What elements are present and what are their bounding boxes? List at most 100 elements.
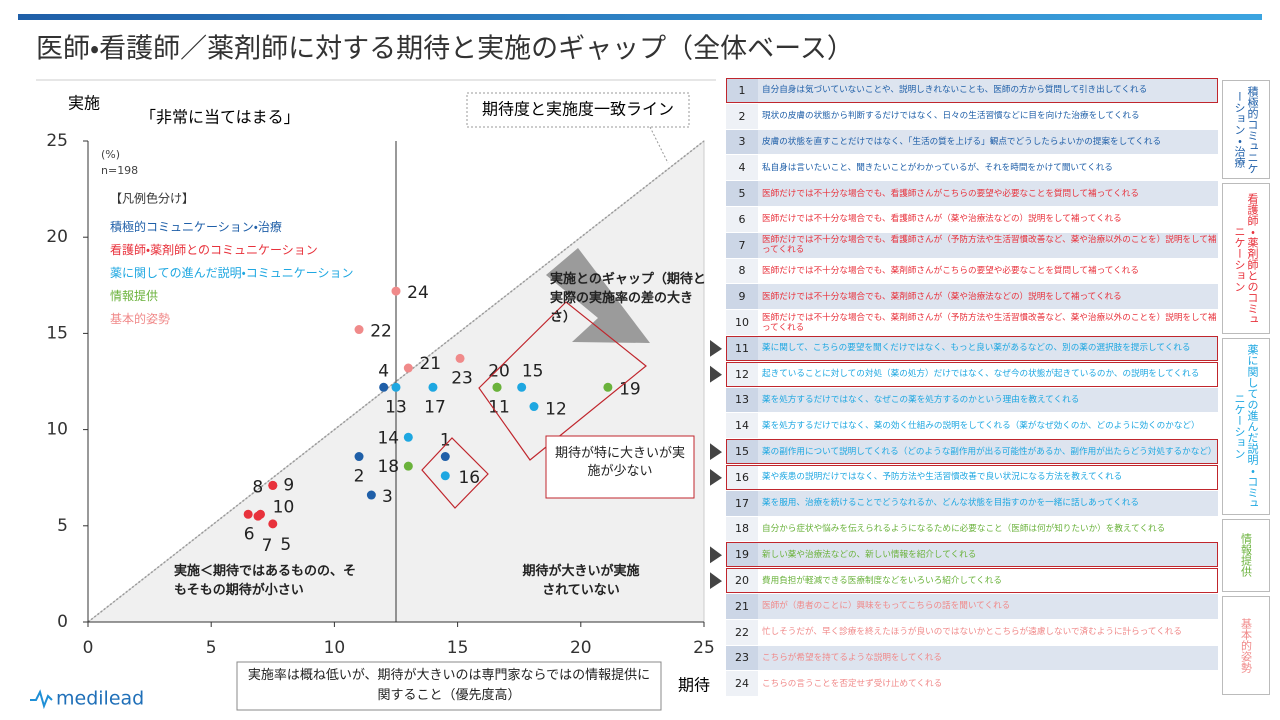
row-text: 医師だけでは不十分な場合でも、看護師さんが（予防方法や生活習慣改善など、薬や治療… (762, 235, 1217, 256)
row-arrow (710, 340, 722, 357)
header-bar (18, 14, 1262, 20)
row-arrow (710, 365, 722, 383)
table-row: 2 現状の皮膚の状態から判断するだけではなく、日々の生活習慣などに目を向けた治療を… (726, 103, 1218, 129)
callout: 期待が特に大きいが実施が少ない (554, 446, 685, 479)
table-row: 23 こちらが希望を持てるような説明をしてくれる (726, 645, 1218, 671)
row-text: 新しい薬や治療法などの、新しい情報を紹介してくれる (762, 549, 977, 560)
highlight-area (421, 437, 489, 509)
table-row: 6 医師だけでは不十分な場合でも、看護師さんが（薬や治療法などの）説明をして補って… (726, 207, 1218, 232)
row-number: 15 (726, 439, 758, 464)
table-row: 1 自分自身は気づいていないことや、説明しきれないことも、医師の方から質問して引き… (726, 78, 1218, 103)
table-row: 14 薬を処方するだけではなく、薬の効く仕組みの説明をしてくれる（薬がなぜ効くのか… (726, 413, 1218, 439)
table-row: 18 自分から症状や悩みを伝えられるようになるために必要なこと（医師は何が知りたい… (726, 516, 1218, 542)
point-label: 3 (382, 487, 393, 507)
legend-item: 看護師・薬剤師とのコミュニケーション (110, 243, 318, 257)
row-text: 自分から症状や悩みを伝えられるようになるために必要なこと（医師は何が知りたいか）… (762, 523, 1166, 534)
table-row: 19 新しい薬や治療法などの、新しい情報を紹介してくれる (726, 542, 1218, 568)
legend-item: 基本的姿勢 (110, 312, 171, 326)
point-label: 21 (419, 354, 441, 374)
x-tick-label: 15 (447, 638, 469, 658)
row-number: 24 (726, 671, 758, 697)
row-text: 現状の皮膚の状態から判断するだけではなく、日々の生活習慣などに目を向けた治療をし… (762, 111, 1140, 122)
sample-size: n=198 (101, 164, 138, 177)
row-text: 薬に関して、こちらの要望を聞くだけではなく、もっと良い薬があるなどの、別の薬の選… (762, 343, 1191, 354)
point (268, 519, 278, 529)
row-number: 1 (726, 78, 758, 103)
table-row: 9 医師だけでは不十分な場合でも、薬剤師さんが（薬や治療法などの）説明をして補って… (726, 284, 1218, 310)
point-label: 22 (370, 322, 392, 342)
point (403, 432, 413, 442)
callout-box (545, 435, 695, 499)
point-label: 2 (354, 467, 365, 487)
row-text: 忙しそうだが、早く診療を終えたほうが良いのではないかとこちらが遠慮しないで済むよ… (762, 627, 1182, 638)
row-arrow (710, 443, 722, 460)
point-label: 12 (545, 400, 567, 420)
point-label: 20 (488, 361, 510, 381)
point-label: 13 (385, 397, 407, 417)
table-row: 22 忙しそうだが、早く診療を終えたほうが良いのではないかとこちらが遠慮しないで済… (726, 619, 1218, 645)
point (243, 509, 253, 519)
point (379, 382, 389, 392)
row-text: 自分自身は気づいていないことや、説明しきれないことも、医師の方から質問して引き出… (762, 85, 1148, 96)
row-number: 10 (726, 310, 758, 335)
row-number: 23 (726, 645, 758, 671)
row-number: 18 (726, 516, 758, 542)
point (354, 325, 364, 335)
legend-title: 【凡例色分け】 (110, 192, 194, 206)
x-tick-label: 0 (83, 638, 94, 658)
table-row: 24 こちらの言うことを否定せず受け止めてくれる (726, 671, 1218, 697)
line-label-box (466, 92, 690, 128)
y-tick-label: 20 (46, 227, 68, 247)
row-text: 薬や疾患の説明だけではなく、予防方法や生活習慣改善で良い状況になる方法を教えてく… (762, 472, 1123, 483)
group-label: 積極的コミュニケーション・治療 (1222, 80, 1270, 180)
gap-note: 実施とのギャップ（期待と実際の実施率の差の大きさ） (550, 272, 706, 325)
table-row: 10 医師だけでは不十分な場合でも、薬剤師さんが（予防方法や生活習慣改善など、薬や… (726, 310, 1218, 335)
x-tick-label: 25 (693, 638, 715, 658)
legend-item: 情報提供 (110, 289, 159, 303)
legend: 積極的コミュニケーション・治療 看護師・薬剤師とのコミュニケーション 薬に関しての進… (110, 216, 353, 331)
point (455, 353, 465, 363)
point (440, 471, 450, 481)
point-label: 8 (252, 477, 263, 497)
table-row: 12 起きていることに対しての対処（薬の処方）だけではなく、なぜ今の状態が起きてい… (726, 361, 1218, 387)
table-row: 16 薬や疾患の説明だけではなく、予防方法や生活習慣改善で良い状況になる方法を教え… (726, 465, 1218, 490)
y-axis-label: 実施 (68, 94, 100, 113)
row-number: 11 (726, 336, 758, 361)
row-text: こちらが希望を持てるような説明をしてくれる (762, 652, 942, 663)
row-number: 9 (726, 284, 758, 310)
table-row: 5 医師だけでは不十分な場合でも、看護師さんがこちらの要望や必要なことを質問して補… (726, 181, 1218, 206)
line-label: 期待度と実施度一致ライン (482, 100, 674, 119)
row-text: 医師だけでは不十分な場合でも、薬剤師さんがこちらの要望や必要なことを質問して補っ… (762, 265, 1139, 276)
group-label: 情報提供 (1222, 518, 1270, 592)
group-label: 基本的姿勢 (1222, 596, 1270, 696)
point (255, 509, 265, 519)
point-label: 9 (283, 475, 294, 495)
x-tick-label: 10 (324, 638, 346, 658)
x-axis-label: 期待 (678, 676, 710, 695)
row-text: 医師だけでは不十分な場合でも、薬剤師さんが（予防方法や生活習慣改善など、薬や治療… (762, 312, 1217, 333)
point (529, 402, 539, 412)
point-label: 15 (522, 361, 544, 381)
point-label: 24 (407, 283, 429, 303)
row-text: 薬を処方するだけではなく、薬の効く仕組みの説明をしてくれる（薬がなぜ効くのか、ど… (762, 420, 1200, 431)
row-text: 皮膚の状態を直すことだけではなく、「生活の質を上げる」観点でどうしたらよいかの提… (762, 136, 1162, 147)
footnote-box (236, 661, 662, 711)
y-tick-label: 5 (57, 516, 68, 536)
row-text: 起きていることに対しての対処（薬の処方）だけではなく、なぜ今の状態が起きているの… (762, 369, 1200, 380)
legend-item: 積極的コミュニケーション・治療 (110, 220, 282, 234)
row-number: 13 (726, 387, 758, 413)
row-text: こちらの言うことを否定せず受け止めてくれる (762, 678, 943, 689)
title: 医師・看護師／薬剤師に対する期待と実施のギャップ（全体ベース） (36, 34, 854, 65)
group-label: 看護師・薬剤師とのコミュニケーション (1222, 183, 1270, 334)
table-row: 8 医師だけでは不十分な場合でも、薬剤師さんがこちらの要望や必要なことを質問して補… (726, 258, 1218, 284)
point-label: 18 (377, 457, 399, 477)
point-label: 19 (619, 379, 641, 399)
row-arrow (710, 469, 722, 486)
row-arrow (710, 546, 722, 564)
gap-arrow (546, 248, 650, 343)
table-row: 17 薬を服用、治療を続けることでどうなれるか、どんな状態を目指すのかを一緒に話し… (726, 490, 1218, 516)
point (354, 452, 364, 462)
row-text: 薬を処方するだけではなく、なぜこの薬を処方するのかという理由を教えてくれる (762, 394, 1080, 405)
point-label: 16 (458, 468, 480, 488)
